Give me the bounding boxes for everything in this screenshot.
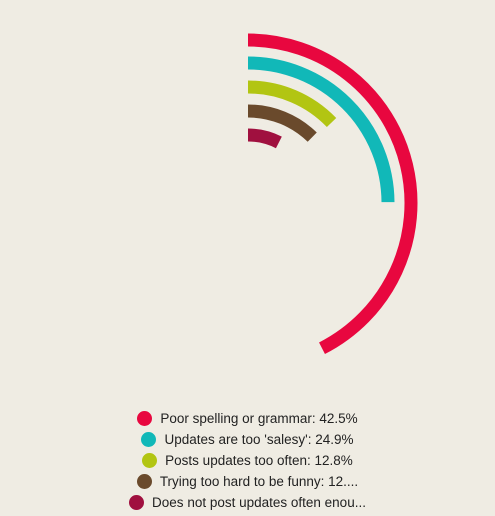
legend-item-4: Does not post updates often enou... (129, 492, 366, 513)
legend-item-3: Trying too hard to be funny: 12.... (136, 471, 359, 492)
radial-bar-4 (247, 128, 282, 149)
radial-bar-3 (247, 104, 317, 142)
legend-label: Does not post updates often enou... (152, 495, 366, 510)
legend-label: Updates are too 'salesy': 24.9% (164, 432, 354, 447)
legend-swatch (137, 411, 153, 426)
legend-label: Poor spelling or grammar: 42.5% (160, 411, 358, 426)
chart-legend: Poor spelling or grammar: 42.5% Updates a… (0, 408, 495, 513)
legend-item-0: Poor spelling or grammar: 42.5% (137, 408, 358, 429)
legend-swatch (136, 474, 152, 489)
radial-bar-2 (247, 80, 337, 128)
legend-label: Posts updates too often: 12.8% (165, 453, 353, 468)
legend-item-2: Posts updates too often: 12.8% (142, 450, 353, 471)
legend-swatch (142, 453, 158, 468)
radial-bar-1 (247, 56, 395, 203)
legend-label: Trying too hard to be funny: 12.... (159, 474, 359, 489)
legend-swatch (129, 495, 145, 510)
legend-item-1: Updates are too 'salesy': 24.9% (141, 429, 354, 450)
legend-swatch (141, 432, 157, 447)
radial-bar-0 (247, 33, 418, 355)
